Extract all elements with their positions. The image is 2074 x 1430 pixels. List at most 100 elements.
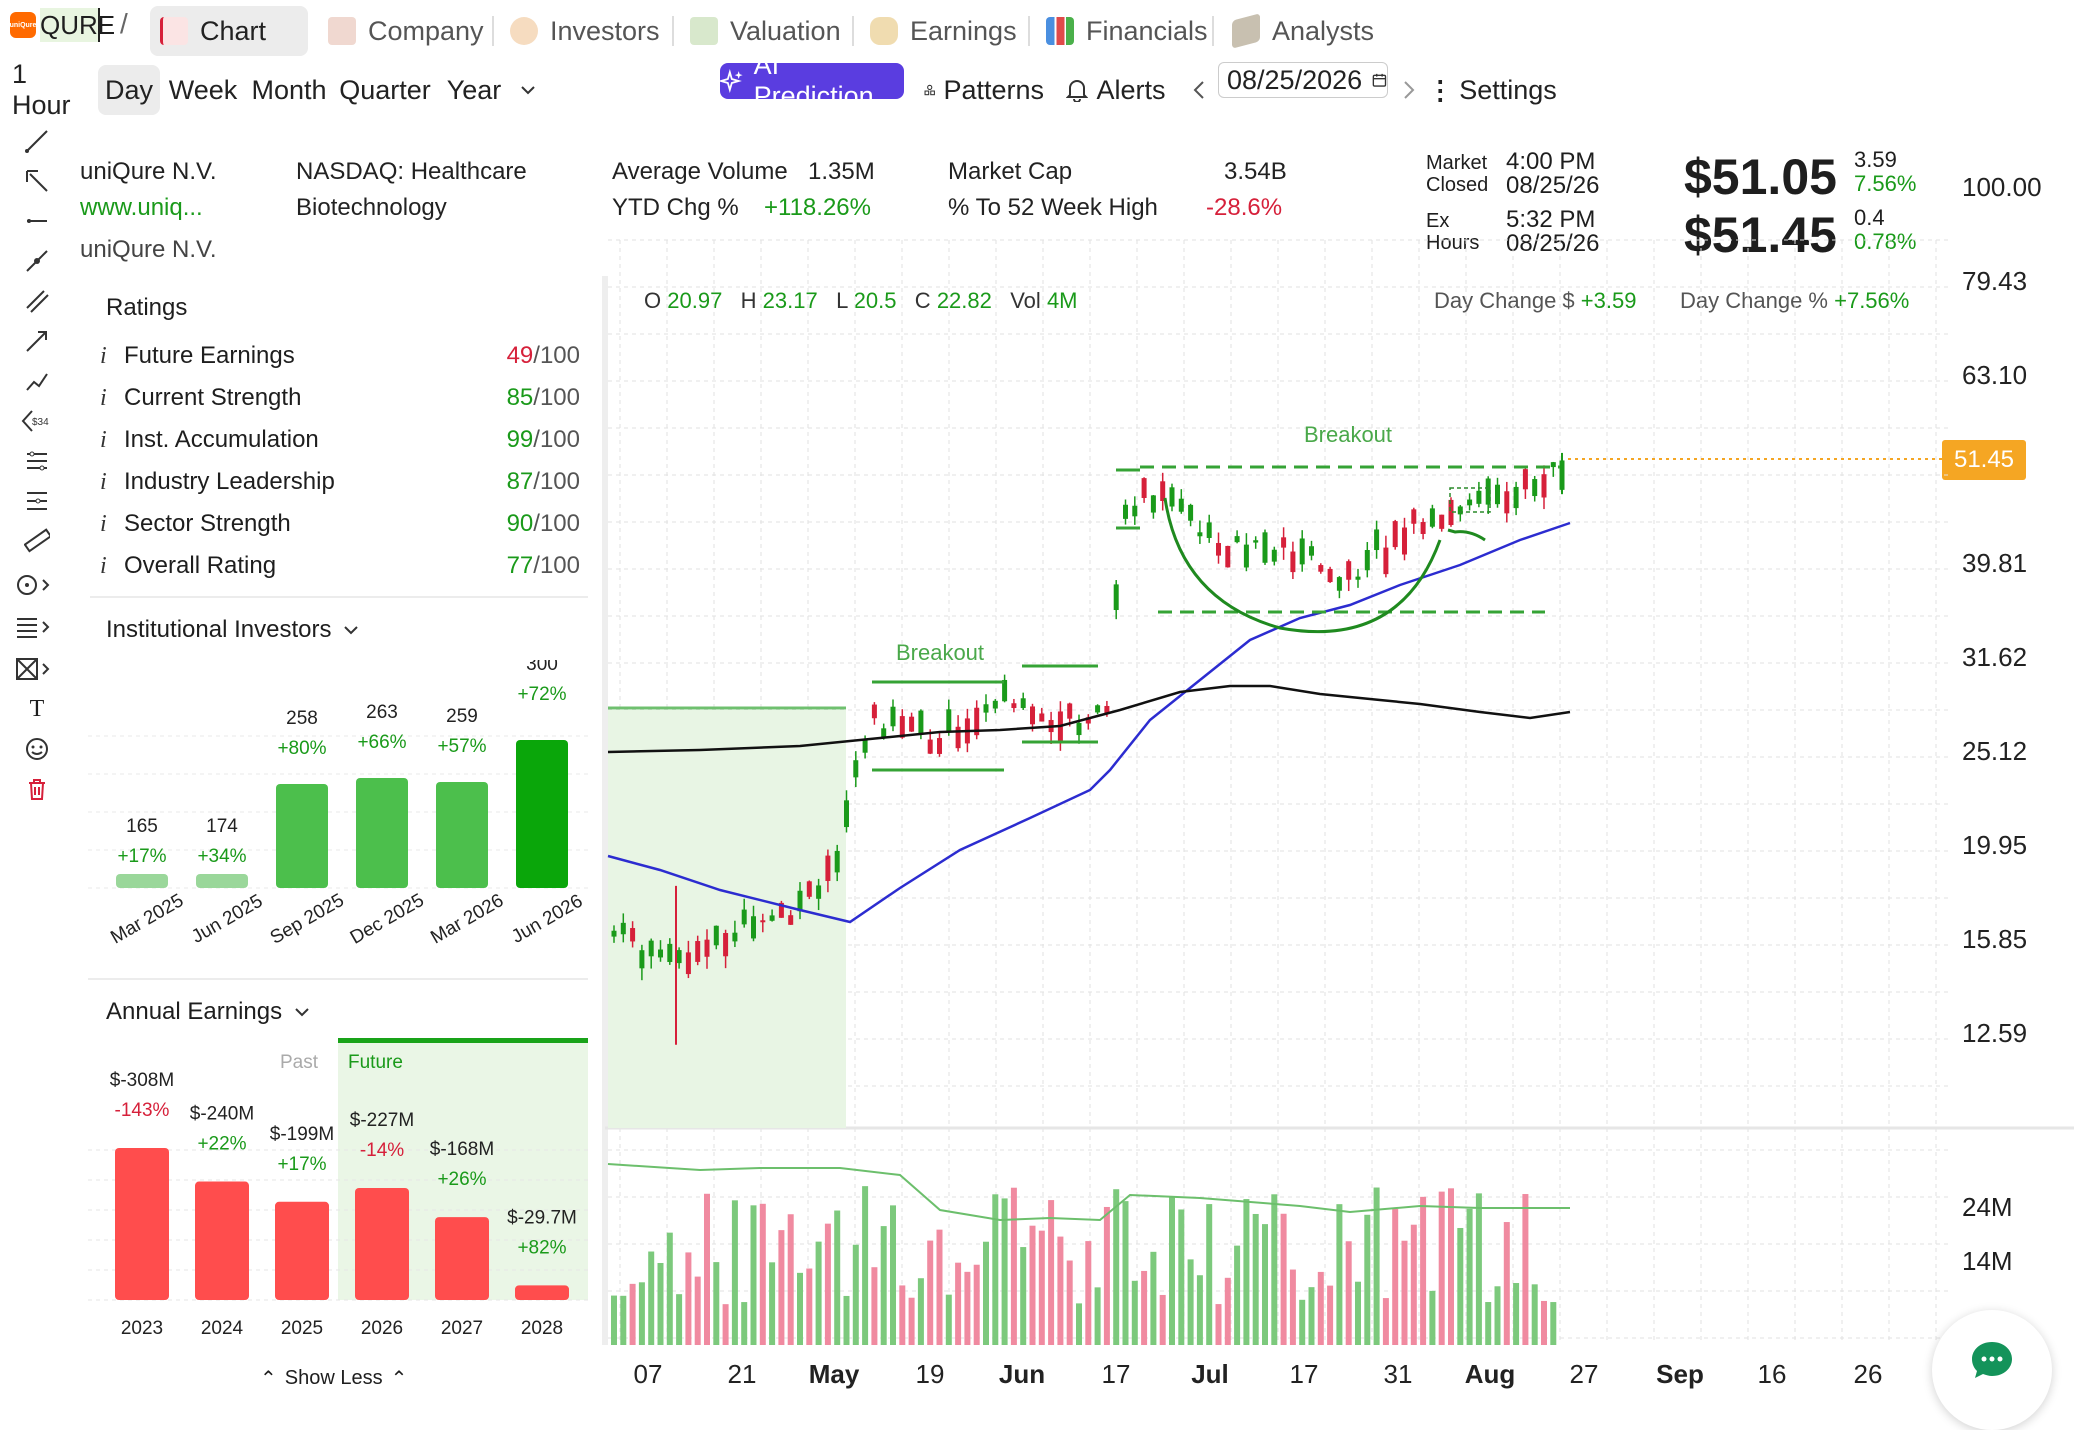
earnings-amount: $-168M: [430, 1139, 494, 1160]
institutional-bar[interactable]: [116, 874, 168, 888]
company-website-link[interactable]: www.uniq...: [80, 194, 203, 221]
patterns-button[interactable]: Patterns: [924, 65, 1044, 115]
candle-body: [769, 915, 775, 921]
trash-icon[interactable]: [18, 770, 56, 808]
lines-menu-tool-icon[interactable]: [14, 608, 54, 646]
range-year[interactable]: Year: [446, 74, 502, 105]
candle-body: [1234, 536, 1240, 543]
volume-bar: [1466, 1208, 1473, 1345]
range-day[interactable]: Day: [98, 65, 160, 115]
range-month[interactable]: Month: [251, 74, 327, 105]
info-icon[interactable]: i: [100, 552, 107, 579]
institutional-bar[interactable]: [356, 778, 408, 888]
logo[interactable]: uniQure: [10, 12, 36, 38]
rating-row: i Future Earnings 49/100: [100, 336, 584, 376]
candle-body: [881, 728, 887, 738]
date: 08/25/26: [1506, 172, 1600, 199]
institutional-bar[interactable]: [516, 740, 568, 888]
text-tool-icon[interactable]: T: [29, 695, 45, 722]
volume-bar: [1029, 1225, 1036, 1345]
rating-score: 99/100: [507, 426, 580, 454]
tab-analysts[interactable]: Analysts: [1232, 6, 1374, 56]
show-less-button[interactable]: ⌃ Show Less ⌃: [260, 1366, 407, 1391]
range-1hour[interactable]: 1 Hour: [12, 59, 71, 120]
chat-button[interactable]: [1932, 1310, 2052, 1430]
ruler-tool-icon[interactable]: [18, 522, 56, 560]
emoji-tool-icon[interactable]: [18, 730, 56, 768]
cross-target-tool-icon[interactable]: [14, 566, 54, 604]
candle-body: [1299, 538, 1305, 565]
tab-valuation[interactable]: Valuation: [690, 6, 841, 56]
price-range-tool-icon[interactable]: $34: [18, 402, 56, 440]
earnings-bar[interactable]: [355, 1187, 409, 1300]
earnings-dropdown[interactable]: Annual Earnings: [106, 998, 310, 1026]
ext-price: $51.45: [1684, 207, 1837, 263]
tab-earnings[interactable]: Earnings: [870, 6, 1017, 56]
earnings-bar[interactable]: [115, 1148, 169, 1300]
volume-bar: [648, 1251, 655, 1345]
institutional-bar[interactable]: [196, 874, 248, 888]
volume-bar: [1159, 1294, 1166, 1345]
megaphone-icon: [1232, 13, 1260, 49]
range-quarter[interactable]: Quarter: [339, 74, 431, 105]
ticker-input[interactable]: QURE: [40, 8, 116, 42]
date-next-chevron-icon[interactable]: [1394, 65, 1424, 115]
earnings-bar[interactable]: [515, 1285, 569, 1300]
volume-moving-average: [607, 1163, 1570, 1222]
value: +7.56%: [1834, 288, 1910, 313]
price-chart[interactable]: Breakout Breakout 07 21 May 19 Jun 17 Jul 17 31 Aug…: [600, 150, 2074, 1402]
info-icon[interactable]: i: [100, 342, 107, 369]
info-icon[interactable]: i: [100, 384, 107, 411]
tab-investors[interactable]: Investors: [510, 6, 660, 56]
info-icon[interactable]: i: [100, 426, 107, 453]
range-more-chevron-icon[interactable]: [510, 65, 546, 115]
candle-body: [1271, 549, 1277, 562]
fib-retracement-tool-icon[interactable]: [18, 442, 56, 480]
tab-chart[interactable]: Chart: [150, 6, 308, 56]
future-label: Future: [348, 1052, 403, 1073]
last-price: $51.05: [1684, 149, 1837, 205]
volume-bar: [1094, 1287, 1101, 1345]
institutional-bar[interactable]: [276, 784, 328, 888]
institutional-dropdown[interactable]: Institutional Investors: [106, 616, 359, 644]
candle-body: [871, 704, 877, 719]
score-value: 90: [506, 510, 534, 537]
trendline-tool-icon[interactable]: [18, 122, 56, 160]
volume-bar: [1336, 1204, 1343, 1345]
earnings-bar[interactable]: [195, 1181, 249, 1300]
ai-prediction-label: AI Prediction: [753, 50, 874, 111]
earnings-bar[interactable]: [275, 1201, 329, 1300]
candle-body: [1095, 705, 1101, 713]
settings-button[interactable]: ⋮ Settings: [1427, 65, 1557, 115]
arrow-tool-icon[interactable]: [18, 322, 56, 360]
calendar-icon: [1372, 73, 1387, 87]
fib-extension-tool-icon[interactable]: [18, 482, 56, 520]
volume-bar: [852, 1244, 859, 1345]
volume-bar: [1289, 1269, 1296, 1345]
range-week[interactable]: Week: [168, 74, 238, 105]
volume-bar: [1224, 1277, 1231, 1345]
show-less-label: Show Less: [284, 1367, 383, 1389]
rating-row: i Inst. Accumulation 99/100: [100, 420, 584, 460]
status-line: Closed: [1426, 174, 1489, 196]
earnings-bar[interactable]: [435, 1217, 489, 1300]
rating-score: 49/100: [507, 342, 580, 370]
past-label: Past: [280, 1052, 319, 1073]
ray-tool-icon[interactable]: [18, 162, 56, 200]
parallel-channel-tool-icon[interactable]: [18, 282, 56, 320]
volume-bar: [936, 1229, 943, 1345]
info-icon[interactable]: i: [100, 468, 107, 495]
horizontal-line-tool-icon[interactable]: [18, 202, 56, 240]
tab-financials[interactable]: Financials: [1046, 6, 1208, 56]
alerts-button[interactable]: Alerts: [1066, 65, 1166, 115]
candle-body: [834, 850, 840, 873]
tab-company[interactable]: Company: [328, 6, 484, 56]
institutional-bar[interactable]: [436, 782, 488, 888]
segment-tool-icon[interactable]: [18, 242, 56, 280]
date-input[interactable]: 08/25/2026: [1218, 62, 1388, 98]
ai-prediction-button[interactable]: AI Prediction: [720, 50, 904, 111]
date-prev-chevron-icon[interactable]: [1184, 65, 1214, 115]
polyline-tool-icon[interactable]: [18, 362, 56, 400]
info-icon[interactable]: i: [100, 510, 107, 537]
shapes-menu-tool-icon[interactable]: [14, 650, 54, 688]
